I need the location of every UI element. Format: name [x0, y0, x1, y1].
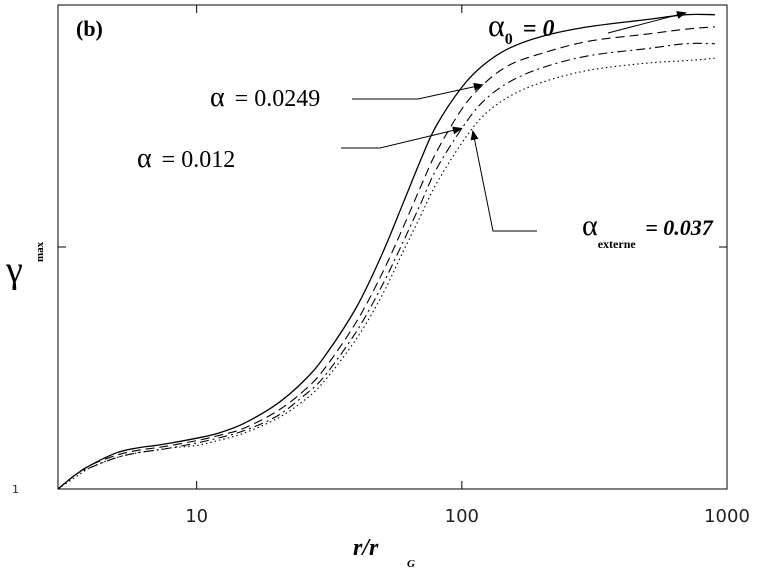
annotation-value-0: = 0: [517, 16, 555, 42]
annotation-subscript-0: 0: [505, 31, 513, 48]
annotation-label-1: α = 0.0249: [210, 82, 320, 113]
annotation-arrow-0: [607, 11, 687, 34]
annotation-1: α = 0.0249: [210, 82, 484, 113]
annotation-subscript-3: externe: [598, 237, 637, 251]
x-axis-label: r/r: [353, 535, 379, 561]
panel-label: (b): [76, 16, 103, 41]
annotation-value-3: = 0.037: [640, 215, 714, 240]
y-axis-label: γ: [5, 249, 23, 291]
annotation-symbol-3: α: [582, 209, 598, 242]
y-axis-label-subscript: max: [34, 241, 46, 262]
annotation-label-3: αexterne = 0.037: [582, 209, 714, 251]
annotation-symbol-0: α: [488, 7, 505, 43]
annotation-label-2: α = 0.012: [137, 143, 235, 174]
axis-ticks: 10 100 1000 1: [12, 4, 750, 527]
x-tick-label-0: 10: [185, 506, 208, 527]
annotation-0: α0 = 0: [488, 7, 687, 48]
annotation-arrow-3: [470, 129, 537, 232]
x-tick-label-2: 1000: [704, 506, 750, 527]
y-tick-label-0: 1: [12, 483, 19, 496]
annotation-label-0: α0 = 0: [488, 7, 554, 48]
annotation-3: αexterne = 0.037: [470, 129, 714, 251]
annotation-symbol-1: α: [210, 82, 225, 113]
series-line-dashdot: [57, 42, 715, 490]
series-line-dotted: [57, 57, 715, 490]
annotation-arrow-1: [352, 82, 484, 100]
series-line-dashed: [57, 26, 715, 490]
series-layer: [57, 13, 715, 490]
x-axis-label-subscript: G: [407, 558, 415, 570]
annotation-arrow-2: [341, 126, 463, 149]
annotation-2: α = 0.012: [137, 126, 463, 174]
series-line-solid: [57, 13, 715, 490]
annotation-value-2: = 0.012: [156, 147, 236, 173]
annotation-value-1: = 0.0249: [229, 86, 321, 112]
x-tick-label-1: 100: [445, 506, 479, 527]
annotation-symbol-2: α: [137, 143, 152, 174]
